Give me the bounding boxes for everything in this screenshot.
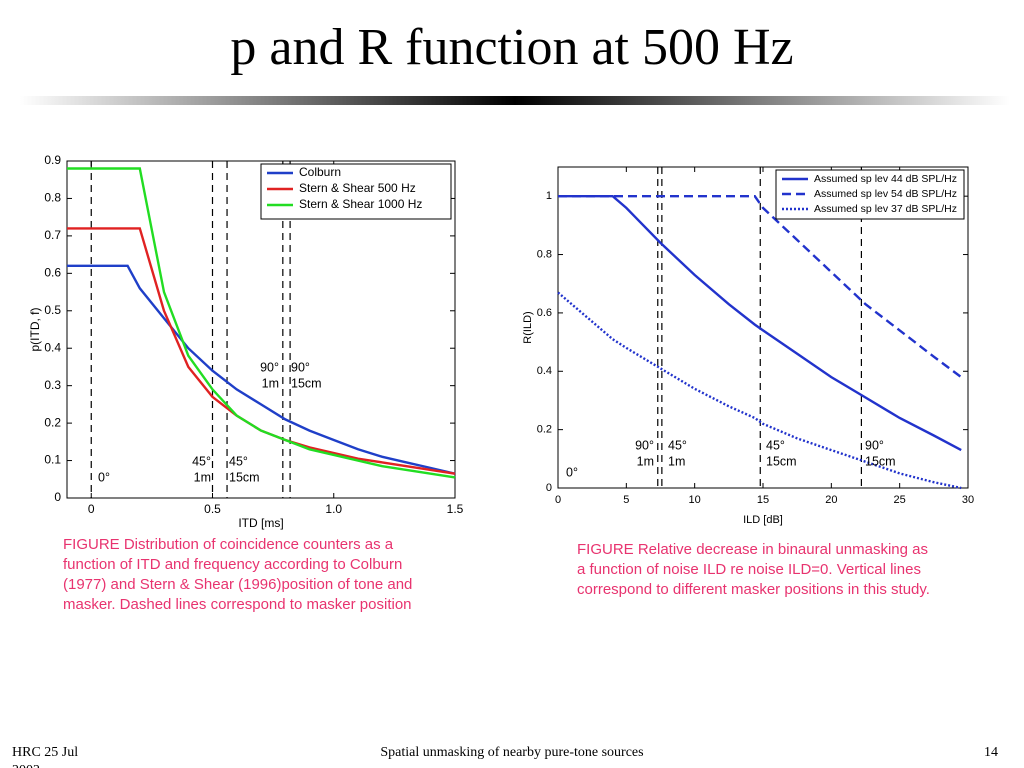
annotation: 90°	[865, 438, 884, 452]
y-tick-label: 0.4	[537, 365, 552, 377]
annotation: 0°	[98, 470, 110, 484]
x-tick-label: 30	[962, 494, 974, 506]
y-tick-label: 0.3	[44, 378, 61, 392]
y-tick-label: 0.9	[44, 153, 61, 167]
caption: correspond to different masker positions…	[577, 581, 930, 598]
y-tick-label: 0	[546, 482, 552, 494]
y-axis-label: p(ITD, f)	[28, 307, 42, 351]
legend-label: Assumed sp lev 37 dB SPL/Hz	[814, 203, 957, 215]
caption: FIGURE Relative decrease in binaural unm…	[577, 541, 928, 558]
annotation: 90°	[291, 360, 310, 374]
footer-right: 14	[984, 745, 998, 760]
annotation: 45°	[766, 438, 785, 452]
y-tick-label: 0.8	[44, 191, 61, 205]
legend-label: Colburn	[299, 165, 341, 179]
series-line	[558, 195, 962, 452]
annotation: 1m	[637, 454, 654, 468]
slide-title: p and R function at 500 Hz	[230, 19, 793, 76]
annotation: 45°	[229, 454, 248, 468]
annotation: 45°	[192, 454, 211, 468]
y-tick-label: 0.1	[44, 453, 61, 467]
y-tick-label: 0.4	[44, 340, 61, 354]
x-axis-label: ILD [dB]	[743, 514, 783, 526]
x-tick-label: 1.5	[447, 502, 464, 516]
x-tick-label: 20	[825, 494, 837, 506]
x-axis-label: ITD [ms]	[238, 516, 283, 530]
caption: a function of noise ILD re noise ILD=0. …	[577, 561, 921, 578]
legend-label: Assumed sp lev 54 dB SPL/Hz	[814, 188, 957, 200]
footer-center: Spatial unmasking of nearby pure-tone so…	[380, 745, 643, 760]
legend-label: Stern & Shear 1000 Hz	[299, 197, 422, 211]
footer-left: HRC 25 Jul	[12, 745, 78, 760]
y-tick-label: 0.5	[44, 303, 61, 317]
y-tick-label: 0.6	[44, 266, 61, 280]
annotation: 0°	[566, 465, 578, 479]
caption: (1977) and Stern & Shear (1996)position …	[63, 576, 412, 593]
x-tick-label: 0.5	[204, 502, 221, 516]
y-tick-label: 0.6	[537, 307, 552, 319]
series-line	[558, 195, 962, 379]
annotation: 1m	[668, 454, 685, 468]
legend-label: Stern & Shear 500 Hz	[299, 181, 416, 195]
annotation: 1m	[194, 470, 211, 484]
caption: function of ITD and frequency according …	[63, 556, 402, 573]
y-tick-label: 0.8	[537, 248, 552, 260]
x-tick-label: 5	[623, 494, 629, 506]
y-tick-label: 0	[54, 490, 61, 504]
annotation: 90°	[635, 438, 654, 452]
series-line	[67, 167, 456, 479]
plot-area	[557, 166, 969, 489]
series-line	[67, 264, 456, 475]
x-tick-label: 0	[88, 502, 95, 516]
caption: FIGURE Distribution of coincidence count…	[63, 536, 394, 553]
y-axis-label: R(ILD)	[522, 311, 534, 343]
y-tick-label: 1	[546, 190, 552, 202]
y-tick-label: 0.2	[537, 424, 552, 436]
x-tick-label: 15	[757, 494, 769, 506]
x-tick-label: 25	[894, 494, 906, 506]
x-tick-label: 1.0	[325, 502, 342, 516]
annotation: 90°	[260, 360, 279, 374]
x-tick-label: 0	[555, 494, 561, 506]
annotation: 15cm	[865, 454, 896, 468]
annotation: 1m	[262, 376, 279, 390]
caption: masker. Dashed lines correspond to maske…	[63, 596, 412, 613]
title-rule	[20, 96, 1010, 105]
annotation: 15cm	[229, 470, 260, 484]
annotation: 15cm	[766, 454, 797, 468]
legend-label: Assumed sp lev 44 dB SPL/Hz	[814, 173, 957, 185]
series-line	[557, 291, 962, 490]
annotation: 45°	[668, 438, 687, 452]
footer-left: 2002	[12, 763, 40, 768]
y-tick-label: 0.7	[44, 228, 61, 242]
annotation: 15cm	[291, 376, 322, 390]
x-tick-label: 10	[689, 494, 701, 506]
y-tick-label: 0.2	[44, 415, 61, 429]
